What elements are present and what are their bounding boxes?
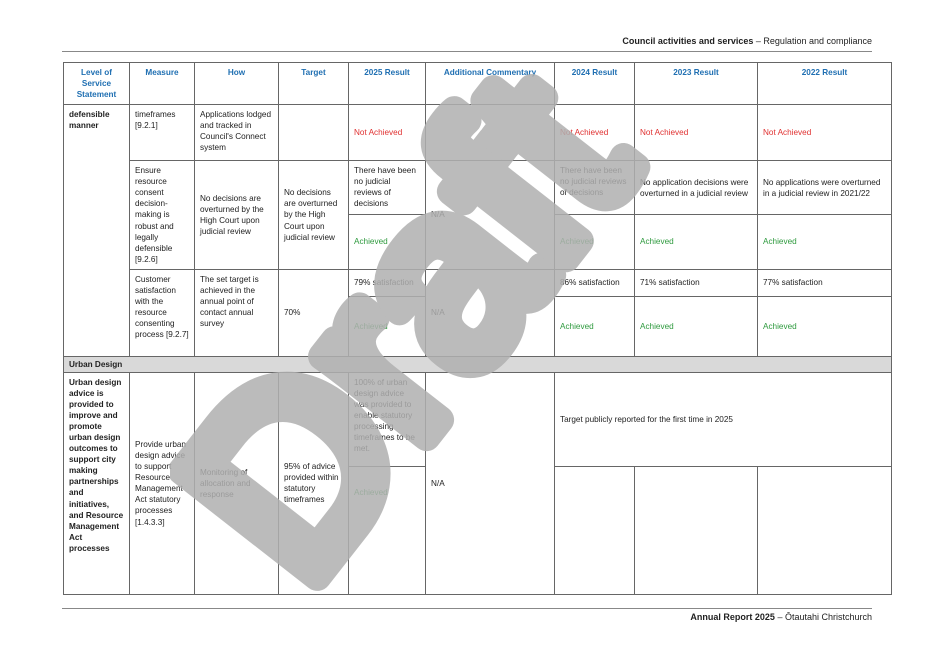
section-title: Urban Design [63, 355, 892, 373]
footer-title: Annual Report 2025 [690, 612, 775, 622]
col-header-2023: 2023 Result [634, 61, 758, 106]
result-2024: Achieved [554, 214, 635, 270]
result-2025: Not Achieved [348, 104, 426, 162]
result-2022-text: No applications were overturned in a jud… [757, 160, 892, 216]
result-2024-text: There have been no judicial reviews of d… [554, 160, 635, 216]
result-2023-text: No application decisions were overturned… [634, 160, 758, 216]
header-subsection: Regulation and compliance [763, 36, 872, 46]
header-section: Council activities and services [622, 36, 754, 46]
result-2025-text: 79% satisfaction [348, 268, 426, 297]
table-row: defensible manner timeframes [9.2.1] App… [63, 104, 892, 357]
table-row: Ensure resource consent decision-making … [64, 160, 892, 270]
result-2022: Achieved [757, 295, 892, 357]
page-header: Council activities and services – Regula… [62, 36, 872, 52]
target-cell: 95% of advice provided within statutory … [278, 371, 349, 595]
result-2023 [634, 465, 758, 595]
table-row: Achieved [64, 465, 892, 595]
col-header-how: How [194, 61, 279, 106]
result-2025: Achieved [348, 295, 426, 357]
result-2023-text: 71% satisfaction [634, 268, 758, 297]
result-2024 [554, 465, 635, 595]
result-2025-text: 100% of urban design advice was provided… [348, 371, 426, 467]
col-header-target: Target [278, 61, 349, 106]
result-2022: Not Achieved [757, 104, 892, 162]
col-header-2024: 2024 Result [554, 61, 635, 106]
section-row: Urban Design [63, 355, 892, 373]
result-2023: Achieved [634, 295, 758, 357]
table-header-row: Level of Service Statement Measure How T… [63, 61, 892, 106]
result-2024: Achieved [554, 295, 635, 357]
target-cell [278, 104, 349, 162]
target-cell: 70% [278, 268, 349, 357]
results-table: Level of Service Statement Measure How T… [63, 61, 892, 595]
col-header-2022: 2022 Result [757, 61, 892, 106]
col-header-commentary: Additional Commentary [425, 61, 555, 106]
col-header-measure: Measure [129, 61, 195, 106]
col-header-level: Level of Service Statement [63, 61, 130, 106]
how-cell: The set target is achieved in the annual… [194, 268, 279, 357]
result-2024-text: 86% satisfaction [554, 268, 635, 297]
header-separator: – [753, 36, 764, 46]
measure-cell: timeframes [9.2.1] [129, 104, 195, 162]
result-2025-text: There have been no judicial reviews of d… [348, 160, 426, 216]
result-2022: Achieved [757, 214, 892, 270]
level-statement: defensible manner [63, 104, 130, 357]
result-2022-text: 77% satisfaction [757, 268, 892, 297]
table-row: Customer satisfaction with the resource … [64, 268, 892, 357]
measure-cell: Provide urban design advice to support R… [129, 371, 195, 595]
measure-cell: Ensure resource consent decision-making … [129, 160, 195, 270]
measure-cell: Customer satisfaction with the resource … [129, 268, 195, 357]
result-2022 [757, 465, 892, 595]
footer-subtitle: Ōtautahi Christchurch [784, 612, 872, 622]
result-2023: Not Achieved [634, 104, 758, 162]
result-2025: Achieved [348, 214, 426, 270]
page-footer: Annual Report 2025 – Ōtautahi Christchur… [62, 608, 872, 622]
commentary-cell [425, 104, 555, 162]
table-row: Achieved Achieved Achieved Achieved [64, 295, 892, 357]
commentary-cell: N/A [425, 371, 555, 595]
col-header-2025: 2025 Result [348, 61, 426, 106]
commentary-cell: N/A [425, 160, 555, 270]
level-statement: Urban design advice is provided to impro… [63, 371, 130, 595]
commentary-cell: N/A [425, 268, 555, 357]
how-cell: Applications lodged and tracked in Counc… [194, 104, 279, 162]
table-row: Urban design advice is provided to impro… [63, 371, 892, 595]
prior-years-note: Target publicly reported for the first t… [554, 371, 892, 467]
how-cell: No decisions are overturned by the High … [194, 160, 279, 270]
result-2024: Not Achieved [554, 104, 635, 162]
footer-separator: – [774, 612, 785, 622]
how-cell: Monitoring of allocation and response [194, 371, 279, 595]
result-2023: Achieved [634, 214, 758, 270]
table-row: Achieved Achieved Achieved Achieved [64, 214, 892, 270]
result-2025: Achieved [348, 465, 426, 595]
target-cell: No decisions are overturned by the High … [278, 160, 349, 270]
